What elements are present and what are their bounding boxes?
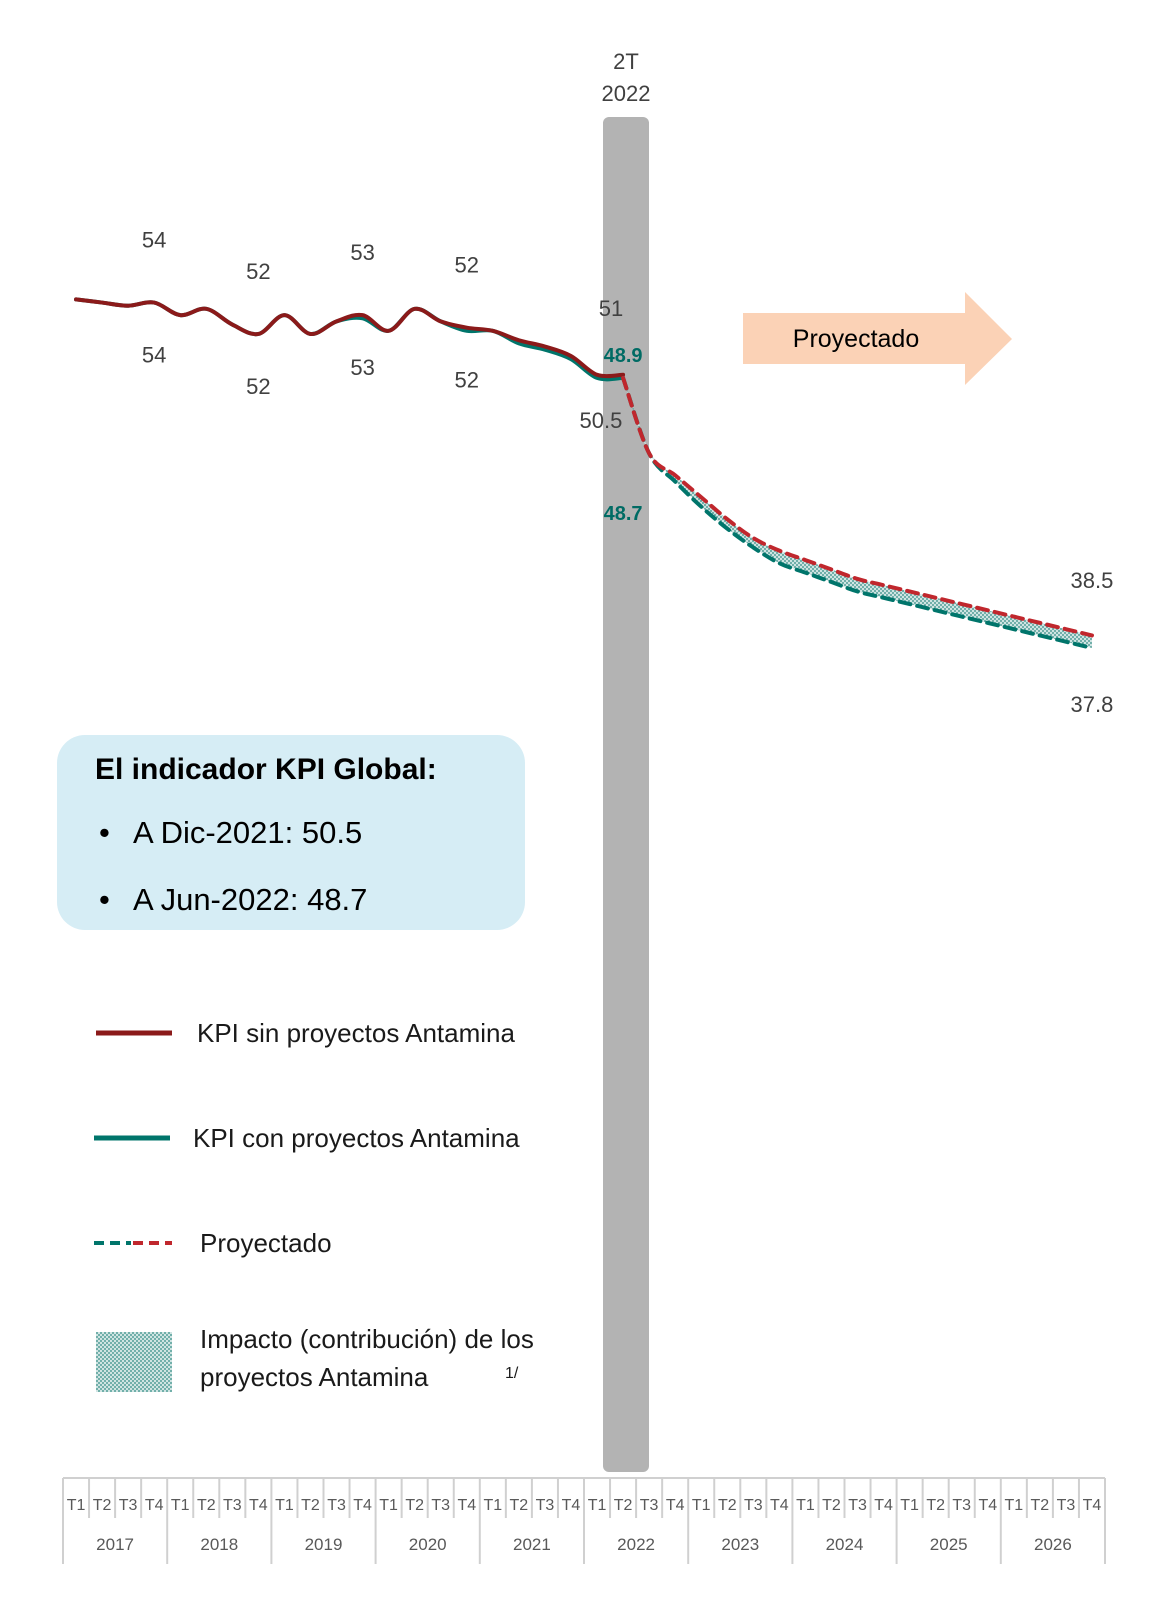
- tick-quarter-2021-t1: T1: [483, 1497, 502, 1514]
- tick-quarter-2023-t1: T1: [692, 1497, 711, 1514]
- tick-quarter-2017-t2: T2: [93, 1497, 112, 1514]
- tick-quarter-2025-t4: T4: [978, 1497, 997, 1514]
- tick-year-2022: 2022: [617, 1535, 655, 1554]
- info-box-title: El indicador KPI Global:: [95, 753, 437, 786]
- tick-quarter-2021-t3: T3: [536, 1497, 555, 1514]
- legend-label-impact-line1: Impacto (contribución) de los: [200, 1324, 534, 1354]
- tick-quarter-2017-t3: T3: [119, 1497, 138, 1514]
- tick-quarter-2023-t3: T3: [744, 1497, 763, 1514]
- data-label-2017-t4-above: 54: [142, 228, 166, 253]
- tick-year-2025: 2025: [930, 1535, 968, 1554]
- info-item-jun-2022-text: A Jun-2022: 48.7: [133, 882, 368, 917]
- series-line-proyectado-sin-proyectos-antamina: [621, 375, 1094, 638]
- tick-quarter-2018-t4: T4: [249, 1497, 268, 1514]
- tick-year-2021: 2021: [513, 1535, 551, 1554]
- info-item-jun-2022: • A Jun-2022: 48.7: [99, 882, 368, 917]
- tick-quarter-2025-t3: T3: [952, 1497, 971, 1514]
- legend-label-sin: KPI sin proyectos Antamina: [197, 1018, 515, 1048]
- tick-quarter-2026-t2: T2: [1031, 1497, 1050, 1514]
- tick-quarter-2020-t2: T2: [405, 1497, 424, 1514]
- data-label-2020-t4-above: 52: [455, 253, 479, 278]
- legend-footnote-marker: 1/: [505, 1365, 519, 1382]
- tick-quarter-2023-t4: T4: [770, 1497, 789, 1514]
- data-label-2020-t4-below: 52: [455, 368, 479, 393]
- tick-quarter-2019-t4: T4: [353, 1497, 372, 1514]
- tick-quarter-2024-t3: T3: [848, 1497, 867, 1514]
- tick-quarter-2017-t4: T4: [145, 1497, 164, 1514]
- tick-quarter-2022-t4: T4: [666, 1497, 685, 1514]
- tick-quarter-2024-t1: T1: [796, 1497, 815, 1514]
- tick-year-2017: 2017: [96, 1535, 134, 1554]
- tick-quarter-2024-t2: T2: [822, 1497, 841, 1514]
- tick-quarter-2020-t1: T1: [379, 1497, 398, 1514]
- forecast-arrow: [743, 292, 1012, 385]
- legend-label-projected: Proyectado: [200, 1228, 332, 1258]
- impact-band: [623, 377, 1092, 648]
- tick-quarter-2026-t3: T3: [1057, 1497, 1076, 1514]
- tick-quarter-2026-t1: T1: [1004, 1497, 1023, 1514]
- tick-year-2024: 2024: [826, 1535, 864, 1554]
- tick-quarter-2022-t1: T1: [588, 1497, 607, 1514]
- data-label-2021-t4-below: 50.5: [580, 408, 623, 433]
- tick-year-2019: 2019: [305, 1535, 343, 1554]
- tick-quarter-2019-t3: T3: [327, 1497, 346, 1514]
- tick-quarter-2018-t2: T2: [197, 1497, 216, 1514]
- tick-quarter-2022-t3: T3: [640, 1497, 659, 1514]
- tick-quarter-2022-t2: T2: [614, 1497, 633, 1514]
- data-label-2022-t2-above: 48.9: [604, 345, 643, 367]
- highlight-label-line2: 2022: [602, 81, 651, 106]
- tick-quarter-2025-t1: T1: [900, 1497, 919, 1514]
- data-label-2021-t4-above: 51: [599, 296, 623, 321]
- legend-label-con: KPI con proyectos Antamina: [193, 1123, 520, 1153]
- tick-quarter-2025-t2: T2: [926, 1497, 945, 1514]
- highlight-label-line1: 2T: [613, 49, 639, 74]
- highlight-bar-2t-2022: [603, 117, 649, 1472]
- legend-swatch-impact: [96, 1332, 172, 1392]
- data-label-2018-t4-above: 52: [246, 259, 270, 284]
- data-label-2022-t2-below: 48.7: [604, 503, 643, 525]
- forecast-arrow-label: Proyectado: [793, 325, 919, 353]
- tick-quarter-2018-t1: T1: [171, 1497, 190, 1514]
- tick-quarter-2020-t4: T4: [457, 1497, 476, 1514]
- tick-quarter-2021-t2: T2: [510, 1497, 529, 1514]
- tick-quarter-2024-t4: T4: [874, 1497, 893, 1514]
- tick-quarter-2021-t4: T4: [562, 1497, 581, 1514]
- data-label-2026-t4-below: 37.8: [1071, 692, 1114, 717]
- data-label-2018-t4-below: 52: [246, 374, 270, 399]
- data-label-2019-t4-below: 53: [350, 355, 374, 380]
- tick-quarter-2020-t3: T3: [431, 1497, 450, 1514]
- data-label-2019-t4-above: 53: [350, 240, 374, 265]
- info-item-dec-2021: • A Dic-2021: 50.5: [99, 815, 363, 850]
- series-line-proyectado-con-proyectos-antamina: [621, 375, 1094, 650]
- series-line-kpi-sin-proyectos-antamina: [74, 297, 626, 379]
- legend-label-impact-line2: proyectos Antamina: [200, 1362, 429, 1392]
- tick-year-2026: 2026: [1034, 1535, 1072, 1554]
- info-box: El indicador KPI Global: • A Dic-2021: 50…: [57, 735, 525, 930]
- tick-quarter-2023-t2: T2: [718, 1497, 737, 1514]
- tick-quarter-2018-t3: T3: [223, 1497, 242, 1514]
- tick-quarter-2019-t2: T2: [301, 1497, 320, 1514]
- tick-year-2018: 2018: [200, 1535, 238, 1554]
- info-item-dec-2021-text: A Dic-2021: 50.5: [133, 815, 363, 850]
- tick-year-2023: 2023: [721, 1535, 759, 1554]
- tick-quarter-2017-t1: T1: [67, 1497, 86, 1514]
- tick-quarter-2026-t4: T4: [1083, 1497, 1102, 1514]
- data-label-2026-t4-above: 38.5: [1071, 568, 1114, 593]
- tick-year-2020: 2020: [409, 1535, 447, 1554]
- data-label-2017-t4-below: 54: [142, 343, 166, 368]
- tick-quarter-2019-t1: T1: [275, 1497, 294, 1514]
